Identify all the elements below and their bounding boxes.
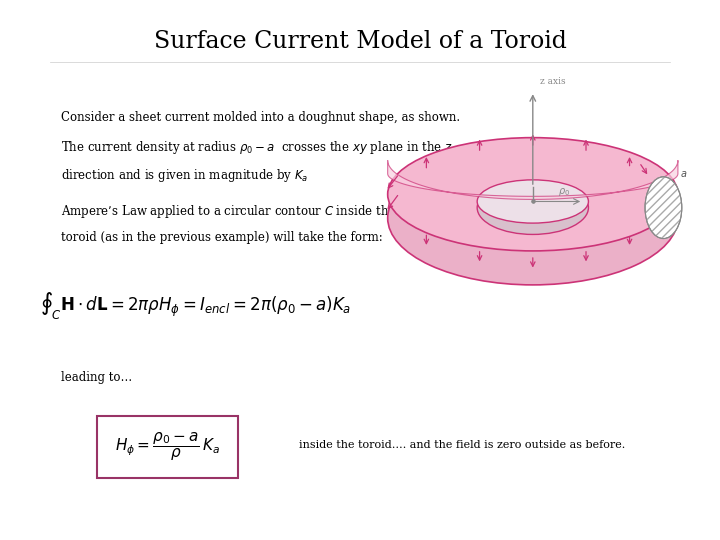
Polygon shape <box>387 160 678 199</box>
Text: leading to…: leading to… <box>61 372 132 384</box>
Text: $\rho_0$: $\rho_0$ <box>558 186 570 198</box>
Text: toroid (as in the previous example) will take the form:: toroid (as in the previous example) will… <box>61 231 383 244</box>
Ellipse shape <box>387 138 678 251</box>
Text: $\oint_C \mathbf{H} \cdot d\mathbf{L}  =  2\pi\rho H_\phi  =  I_{encl}  =  2\pi(: $\oint_C \mathbf{H} \cdot d\mathbf{L} = … <box>40 289 351 321</box>
Text: z axis: z axis <box>539 77 565 86</box>
Bar <box>97 416 238 478</box>
Text: Surface Current Model of a Toroid: Surface Current Model of a Toroid <box>153 30 567 53</box>
Text: inside the toroid…. and the field is zero outside as before.: inside the toroid…. and the field is zer… <box>299 441 625 450</box>
Text: $H_\phi = \dfrac{\rho_0 - a}{\rho}\, K_a$: $H_\phi = \dfrac{\rho_0 - a}{\rho}\, K_a… <box>115 430 220 463</box>
Ellipse shape <box>477 181 588 234</box>
Ellipse shape <box>645 177 682 239</box>
Ellipse shape <box>387 151 678 285</box>
Text: direction and is given in magnitude by $K_a$: direction and is given in magnitude by $… <box>61 167 309 184</box>
Ellipse shape <box>477 180 588 223</box>
Text: The current density at radius $\rho_0 - a$  crosses the $xy$ plane in the $z$: The current density at radius $\rho_0 - … <box>61 139 453 156</box>
Text: Ampere’s Law applied to a circular contour $C$ inside the: Ampere’s Law applied to a circular conto… <box>61 202 396 219</box>
Text: Consider a sheet current molded into a doughnut shape, as shown.: Consider a sheet current molded into a d… <box>61 111 460 124</box>
Text: $a$: $a$ <box>680 169 687 179</box>
